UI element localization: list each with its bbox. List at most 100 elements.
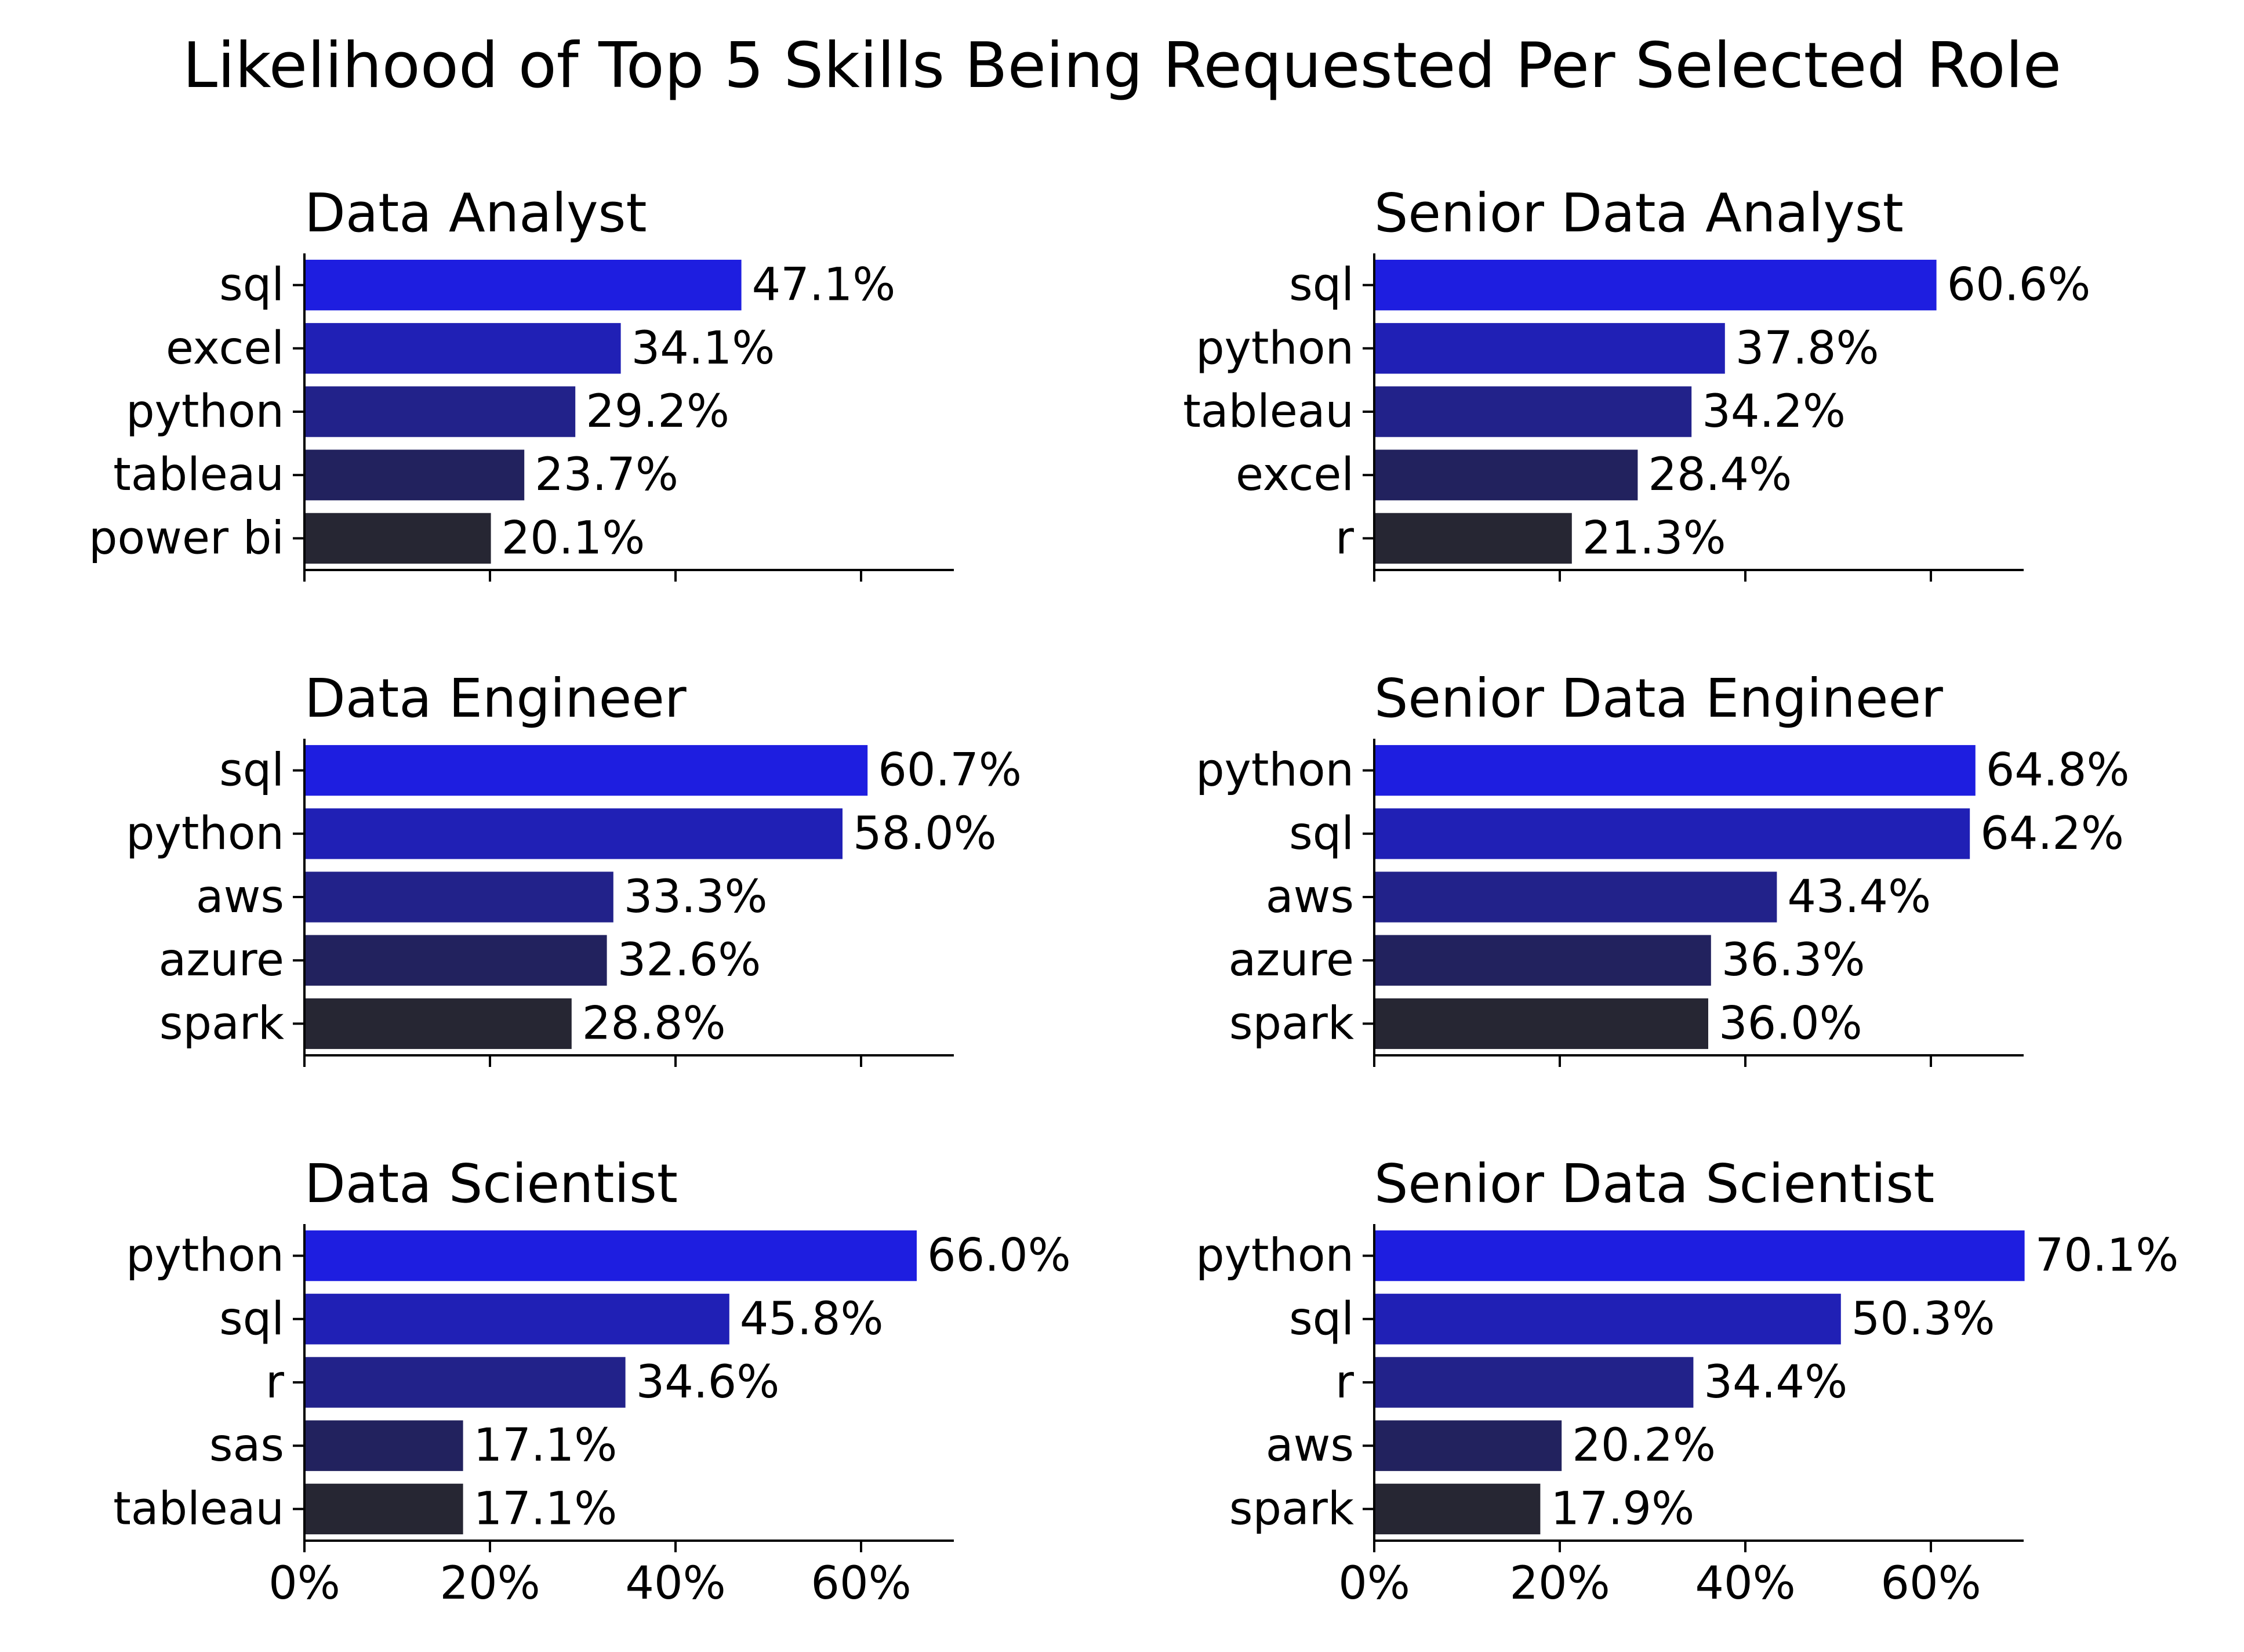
subplot-title: Senior Data Scientist: [1374, 1153, 1934, 1215]
data-label: 66.0%: [927, 1230, 1071, 1282]
subplot-2: Data Engineer sql 60.7% python 58.0% aws 33.3%…: [126, 667, 1022, 1067]
data-label: 70.1%: [2035, 1230, 2179, 1282]
bar-sql: [304, 745, 868, 796]
data-label: 34.4%: [1704, 1356, 1847, 1408]
subplot-title: Senior Data Engineer: [1374, 667, 1943, 729]
y-tick-label: python: [1196, 1230, 1354, 1282]
data-label: 36.3%: [1722, 934, 1865, 986]
data-label: 17.9%: [1551, 1483, 1694, 1535]
y-tick-label: spark: [1229, 1483, 1354, 1535]
bar-sql: [1374, 1294, 1841, 1345]
data-label: 64.8%: [1986, 745, 2130, 797]
data-label: 47.1%: [752, 259, 896, 311]
y-tick-label: r: [266, 1356, 285, 1408]
y-tick-label: excel: [166, 322, 284, 375]
data-label: 64.2%: [1980, 808, 2124, 860]
bar-excel: [304, 323, 621, 374]
y-tick-label: excel: [1236, 449, 1354, 501]
data-label: 34.6%: [636, 1356, 780, 1408]
subplot-title: Data Analyst: [304, 182, 647, 244]
x-tick-label: 20%: [440, 1557, 540, 1610]
data-label: 36.0%: [1719, 997, 1862, 1050]
data-label: 23.7%: [535, 449, 678, 501]
data-label: 58.0%: [853, 808, 997, 860]
data-label: 17.1%: [474, 1483, 618, 1535]
bar-aws: [304, 872, 613, 923]
figure-title: Likelihood of Top 5 Skills Being Request…: [183, 30, 2061, 102]
y-tick-label: sql: [219, 745, 284, 797]
y-tick-label: sql: [219, 259, 284, 311]
x-tick-label: 40%: [625, 1557, 725, 1610]
data-label: 45.8%: [740, 1293, 884, 1345]
data-label: 21.3%: [1582, 512, 1726, 564]
data-label: 29.2%: [586, 386, 729, 438]
y-tick-label: azure: [1228, 934, 1354, 986]
subplot-title: Data Engineer: [304, 667, 687, 729]
y-tick-label: azure: [158, 934, 284, 986]
bar-tableau: [1374, 386, 1692, 437]
x-tick-label: 60%: [811, 1557, 911, 1610]
bar-python: [1374, 745, 1976, 796]
data-label: 34.2%: [1702, 386, 1846, 438]
y-tick-label: aws: [1266, 1419, 1354, 1472]
bar-azure: [1374, 935, 1711, 986]
bar-power-bi: [304, 513, 491, 564]
bar-spark: [304, 998, 572, 1050]
bar-spark: [1374, 1483, 1541, 1535]
bar-python: [1374, 323, 1725, 374]
bar-excel: [1374, 449, 1638, 500]
subplot-4: Data Scientist python 66.0% sql 45.8% r 34.6% s…: [113, 1153, 1071, 1610]
y-tick-label: power bi: [89, 512, 284, 564]
bar-tableau: [304, 449, 525, 500]
data-label: 60.7%: [878, 745, 1022, 797]
bar-sql: [1374, 259, 1937, 311]
subplot-1: Senior Data Analyst sql 60.6% python 37.8% ta…: [1183, 182, 2090, 582]
subplot-5: Senior Data Scientist python 70.1% sql 50.3%…: [1196, 1153, 2178, 1610]
x-tick-label: 60%: [1880, 1557, 1981, 1610]
y-tick-label: sas: [209, 1419, 284, 1472]
y-tick-label: sql: [1289, 259, 1354, 311]
y-tick-label: python: [126, 386, 284, 438]
y-tick-label: python: [126, 1230, 284, 1282]
y-tick-label: sql: [1289, 1293, 1354, 1345]
data-label: 20.2%: [1572, 1419, 1716, 1472]
bar-python: [304, 808, 843, 859]
y-tick-label: python: [1196, 745, 1354, 797]
subplot-3: Senior Data Engineer python 64.8% sql 64.2% a…: [1196, 667, 2130, 1067]
bar-python: [304, 386, 576, 437]
data-label: 33.3%: [624, 871, 768, 923]
x-tick-label: 40%: [1695, 1557, 1795, 1610]
subplot-0: Data Analyst sql 47.1% excel 34.1% python 29.2…: [89, 182, 954, 582]
data-label: 28.4%: [1648, 449, 1792, 501]
data-label: 20.1%: [502, 512, 645, 564]
bar-python: [1374, 1230, 2025, 1281]
bar-azure: [304, 935, 607, 986]
bar-r: [1374, 1357, 1694, 1408]
data-label: 32.6%: [618, 934, 761, 986]
bar-python: [304, 1230, 917, 1281]
bar-r: [304, 1357, 626, 1408]
y-tick-label: spark: [1229, 997, 1354, 1050]
y-tick-label: aws: [1266, 871, 1354, 923]
y-tick-label: r: [1335, 1356, 1355, 1408]
y-tick-label: sql: [219, 1293, 284, 1345]
y-tick-label: python: [1196, 322, 1354, 375]
x-tick-label: 0%: [1338, 1557, 1410, 1610]
data-label: 50.3%: [1851, 1293, 1995, 1345]
y-tick-label: aws: [196, 871, 284, 923]
bar-aws: [1374, 872, 1777, 923]
x-tick-label: 0%: [268, 1557, 340, 1610]
y-tick-label: python: [126, 808, 284, 860]
bar-aws: [1374, 1420, 1562, 1471]
data-label: 43.4%: [1787, 871, 1931, 923]
subplot-title: Senior Data Analyst: [1374, 182, 1904, 244]
subplot-title: Data Scientist: [304, 1153, 678, 1215]
y-tick-label: tableau: [1183, 386, 1354, 438]
data-label: 34.1%: [631, 322, 775, 375]
data-label: 28.8%: [582, 997, 726, 1050]
y-tick-label: spark: [159, 997, 284, 1050]
bar-r: [1374, 513, 1572, 564]
bar-sql: [1374, 808, 1970, 859]
y-tick-label: tableau: [113, 1483, 284, 1535]
